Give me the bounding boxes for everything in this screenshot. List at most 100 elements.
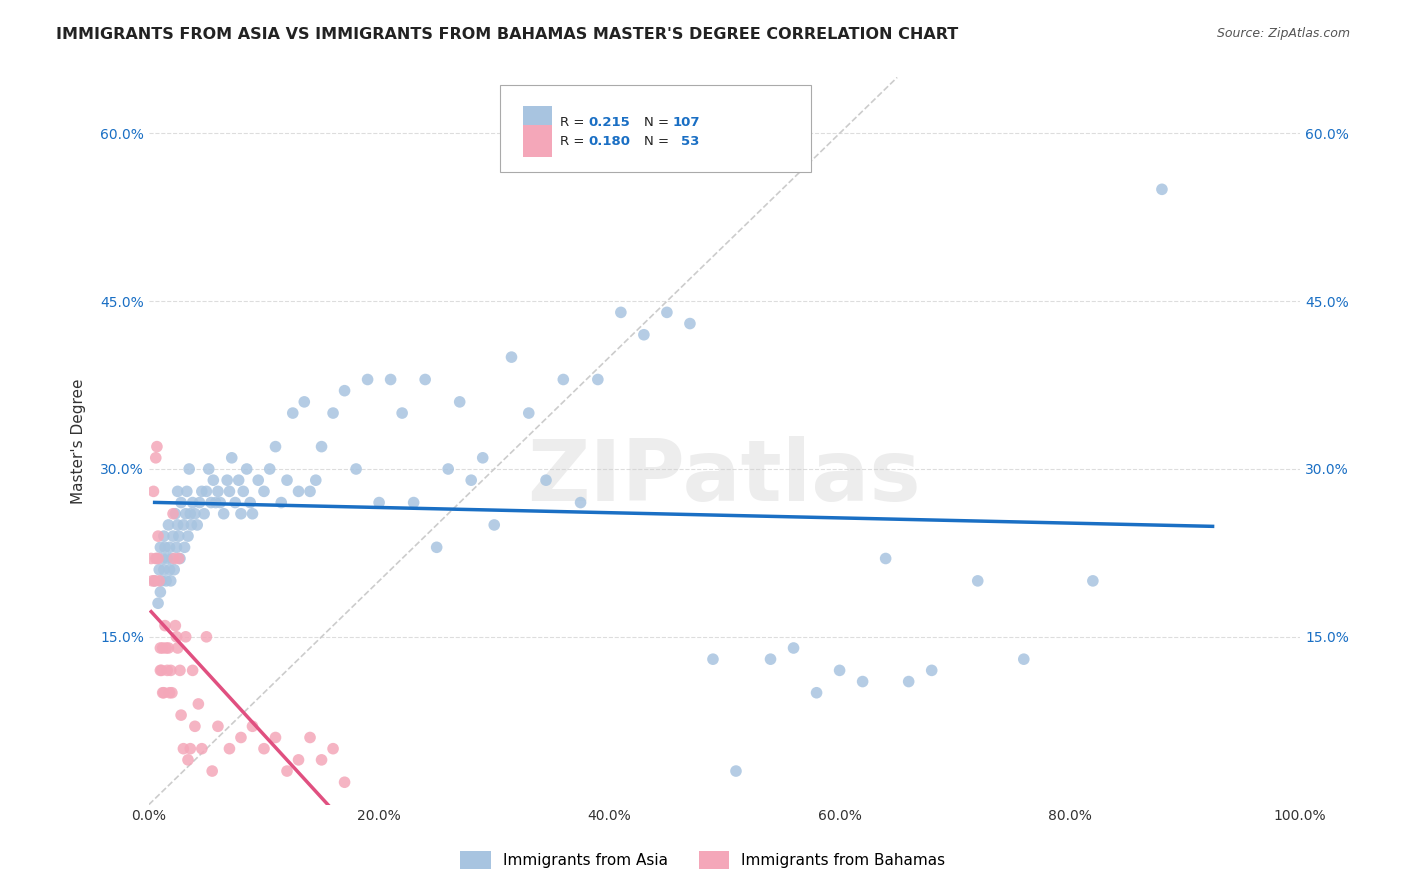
Point [160,551,183,566]
Point [344,462,367,476]
Point [149,541,172,555]
Point [174,630,197,644]
Point [253,484,276,499]
Point [159,574,181,588]
Bar [523,125,551,157]
Point [195,630,218,644]
Point [145,551,167,566]
Point [162,529,184,543]
Point [148,574,170,588]
Point [655,305,678,319]
Point [610,305,633,319]
Point [224,495,246,509]
Point [191,484,214,499]
Text: 107: 107 [672,116,700,129]
Point [264,731,287,745]
Y-axis label: Master's Degree: Master's Degree [72,378,86,504]
Point [484,517,506,532]
Point [155,574,177,588]
Point [157,517,180,532]
Text: 0.215: 0.215 [589,116,630,129]
Point [166,517,188,532]
Point [460,473,482,487]
Point [165,618,187,632]
Point [159,686,181,700]
Point [897,674,920,689]
Text: N =: N = [644,116,673,129]
Point [368,495,391,509]
Point [163,551,186,566]
Point [197,462,219,476]
Point [146,551,169,566]
Point [221,450,243,465]
Point [149,585,172,599]
Point [311,753,333,767]
Point [173,541,195,555]
Point [162,507,184,521]
Point [159,563,181,577]
Point [157,640,180,655]
Point [149,664,172,678]
Point [209,495,232,509]
Point [188,495,211,509]
Point [153,618,176,632]
Point [153,529,176,543]
Point [391,406,413,420]
Point [586,372,609,386]
Text: ZIPatlas: ZIPatlas [527,436,921,519]
Point [167,551,190,566]
Point [517,406,540,420]
Point [569,495,592,509]
Point [264,440,287,454]
Point [534,473,557,487]
Point [207,719,229,733]
Point [150,664,173,678]
Point [1081,574,1104,588]
Point [305,473,328,487]
Point [159,541,181,555]
Point [176,484,198,499]
Point [322,406,344,420]
Point [163,563,186,577]
Point [449,395,471,409]
Point [633,327,655,342]
Point [146,440,169,454]
Point [155,640,177,655]
Point [169,664,191,678]
Point [242,719,264,733]
Point [212,507,235,521]
Point [165,507,187,521]
Text: 53: 53 [681,135,699,148]
Point [152,551,174,566]
Point [143,574,166,588]
Point [217,473,239,487]
Point [187,697,209,711]
Point [437,462,460,476]
Point [169,551,191,566]
Point [204,495,226,509]
Point [875,551,897,566]
Point [146,551,169,566]
Point [299,731,322,745]
Point [413,372,436,386]
Text: N =: N = [644,135,673,148]
Point [311,440,333,454]
Point [166,640,188,655]
Point [333,384,356,398]
Point [299,484,322,499]
Point [287,753,309,767]
Point [218,741,240,756]
Text: IMMIGRANTS FROM ASIA VS IMMIGRANTS FROM BAHAMAS MASTER'S DEGREE CORRELATION CHAR: IMMIGRANTS FROM ASIA VS IMMIGRANTS FROM … [56,27,959,42]
Point [471,450,494,465]
Point [179,507,201,521]
Point [679,317,702,331]
Point [276,764,298,778]
Point [177,529,200,543]
Point [180,517,202,532]
Point [852,674,875,689]
Point [281,406,304,420]
Point [184,507,207,521]
Point [292,395,315,409]
Point [181,495,204,509]
Point [333,775,356,789]
